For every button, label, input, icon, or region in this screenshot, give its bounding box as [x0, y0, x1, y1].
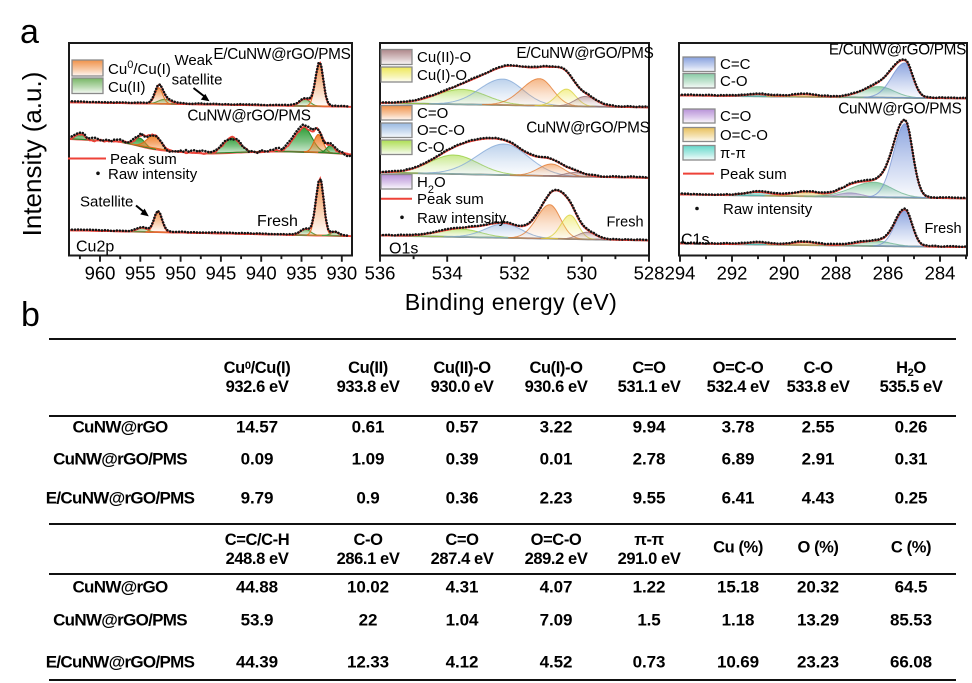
- svg-text:Peak sum: Peak sum: [417, 191, 484, 208]
- svg-text:C=O: C=O: [720, 108, 751, 125]
- svg-text:Cu(II): Cu(II): [108, 79, 146, 96]
- svg-text:950: 950: [165, 263, 196, 284]
- svg-text:532: 532: [499, 263, 530, 284]
- svg-text:Raw intensity: Raw intensity: [723, 201, 813, 218]
- svg-text:satellite: satellite: [172, 72, 223, 89]
- svg-text:CuNW@rGO/PMS: CuNW@rGO/PMS: [526, 120, 649, 137]
- svg-text:536: 536: [365, 263, 396, 284]
- svg-text:C-O: C-O: [720, 73, 748, 90]
- svg-text:Peak sum: Peak sum: [720, 166, 787, 183]
- svg-text:Binding energy (eV): Binding energy (eV): [405, 289, 618, 315]
- svg-text:292: 292: [717, 263, 748, 284]
- svg-text:290: 290: [769, 263, 800, 284]
- svg-text:Raw intensity: Raw intensity: [108, 166, 198, 183]
- svg-text:E/CuNW@rGO/PMS: E/CuNW@rGO/PMS: [829, 42, 966, 59]
- svg-text:H2O: H2O: [417, 174, 446, 196]
- svg-text:Cu2p: Cu2p: [76, 239, 114, 256]
- svg-text:Raw intensity: Raw intensity: [417, 210, 507, 227]
- svg-text:Cu0/Cu(I): Cu0/Cu(I): [108, 59, 171, 78]
- svg-text:C=O: C=O: [417, 105, 448, 122]
- svg-text:Satellite: Satellite: [80, 194, 133, 211]
- svg-text:960: 960: [85, 263, 116, 284]
- svg-text:CuNW@rGO/PMS: CuNW@rGO/PMS: [187, 108, 310, 125]
- svg-text:940: 940: [246, 263, 277, 284]
- svg-text:935: 935: [286, 263, 317, 284]
- svg-text:955: 955: [125, 263, 156, 284]
- svg-text:294: 294: [665, 263, 696, 284]
- svg-text:530: 530: [566, 263, 597, 284]
- svg-text:Fresh: Fresh: [606, 215, 643, 231]
- svg-text:C1s: C1s: [681, 232, 709, 249]
- svg-text:CuNW@rGO/PMS: CuNW@rGO/PMS: [838, 101, 961, 118]
- svg-text:O1s: O1s: [389, 241, 418, 258]
- svg-text:286: 286: [873, 263, 904, 284]
- svg-text:534: 534: [432, 263, 463, 284]
- svg-text:945: 945: [205, 263, 236, 284]
- svg-text:Fresh: Fresh: [924, 221, 961, 237]
- svg-text:C-O: C-O: [417, 139, 445, 156]
- svg-text:528: 528: [634, 263, 665, 284]
- svg-text:Peak sum: Peak sum: [110, 151, 177, 168]
- svg-text:O=C-O: O=C-O: [720, 127, 768, 144]
- svg-text:Cu(I)-O: Cu(I)-O: [417, 67, 467, 84]
- svg-text:288: 288: [821, 263, 852, 284]
- svg-text:Cu(II)-O: Cu(II)-O: [417, 49, 471, 66]
- svg-text:Weak: Weak: [174, 52, 213, 69]
- svg-text:Fresh: Fresh: [257, 213, 298, 230]
- svg-text:284: 284: [925, 263, 956, 284]
- svg-text:a: a: [20, 13, 39, 51]
- svg-text:C=C: C=C: [720, 56, 751, 73]
- svg-text:O=C-O: O=C-O: [417, 122, 465, 139]
- svg-text:E/CuNW@rGO/PMS: E/CuNW@rGO/PMS: [213, 46, 350, 63]
- svg-text:E/CuNW@rGO/PMS: E/CuNW@rGO/PMS: [516, 45, 653, 62]
- svg-text:Intensity (a.u.): Intensity (a.u.): [17, 72, 47, 237]
- svg-text:930: 930: [326, 263, 357, 284]
- svg-text:π-π: π-π: [720, 145, 746, 162]
